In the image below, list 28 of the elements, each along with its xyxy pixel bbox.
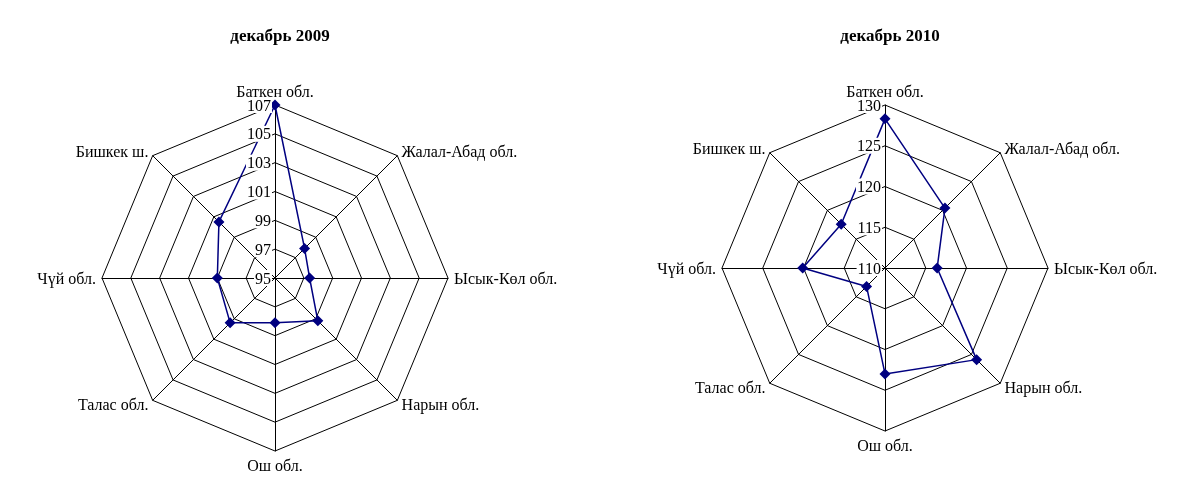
y-tick-label: 120 xyxy=(857,178,881,195)
spoke-label: Чүй обл. xyxy=(37,269,96,288)
spoke-label: Талас обл. xyxy=(694,379,766,396)
y-tick-label: 130 xyxy=(857,96,881,114)
y-tick-label: 125 xyxy=(857,137,881,155)
chart-title: декабрь 2009 xyxy=(230,26,330,45)
spoke-label: Ысык-Көл обл. xyxy=(454,269,558,287)
spoke-label: Жалал-Абад обл. xyxy=(401,142,518,161)
spoke-label: Нарын обл. xyxy=(1004,379,1083,397)
y-tick-label: 97 xyxy=(255,240,271,258)
spoke-label: Ош обл. xyxy=(857,436,913,454)
y-tick-label: 105 xyxy=(247,125,271,143)
y-tick-label: 101 xyxy=(247,183,271,200)
spoke-label: Бишкек ш. xyxy=(75,142,149,160)
spoke-label: Талас обл. xyxy=(77,396,149,414)
y-tick-label: 115 xyxy=(857,218,881,236)
y-tick-label: 99 xyxy=(255,211,271,229)
y-tick-label: 107 xyxy=(247,96,271,114)
spoke-label: Ош обл. xyxy=(247,456,303,474)
y-tick-label: 95 xyxy=(255,269,271,287)
chart-title: декабрь 2010 xyxy=(840,26,940,45)
y-tick-label: 110 xyxy=(857,259,881,277)
y-tick-label: 103 xyxy=(247,154,271,172)
spoke-label: Бишкек ш. xyxy=(692,140,766,157)
spoke-label: Жалал-Абад обл. xyxy=(1004,140,1121,158)
spoke-label: Чүй обл. xyxy=(657,259,716,278)
spoke-label: Ысык-Көл обл. xyxy=(1054,259,1158,277)
spoke-label: Нарын обл. xyxy=(401,396,480,415)
